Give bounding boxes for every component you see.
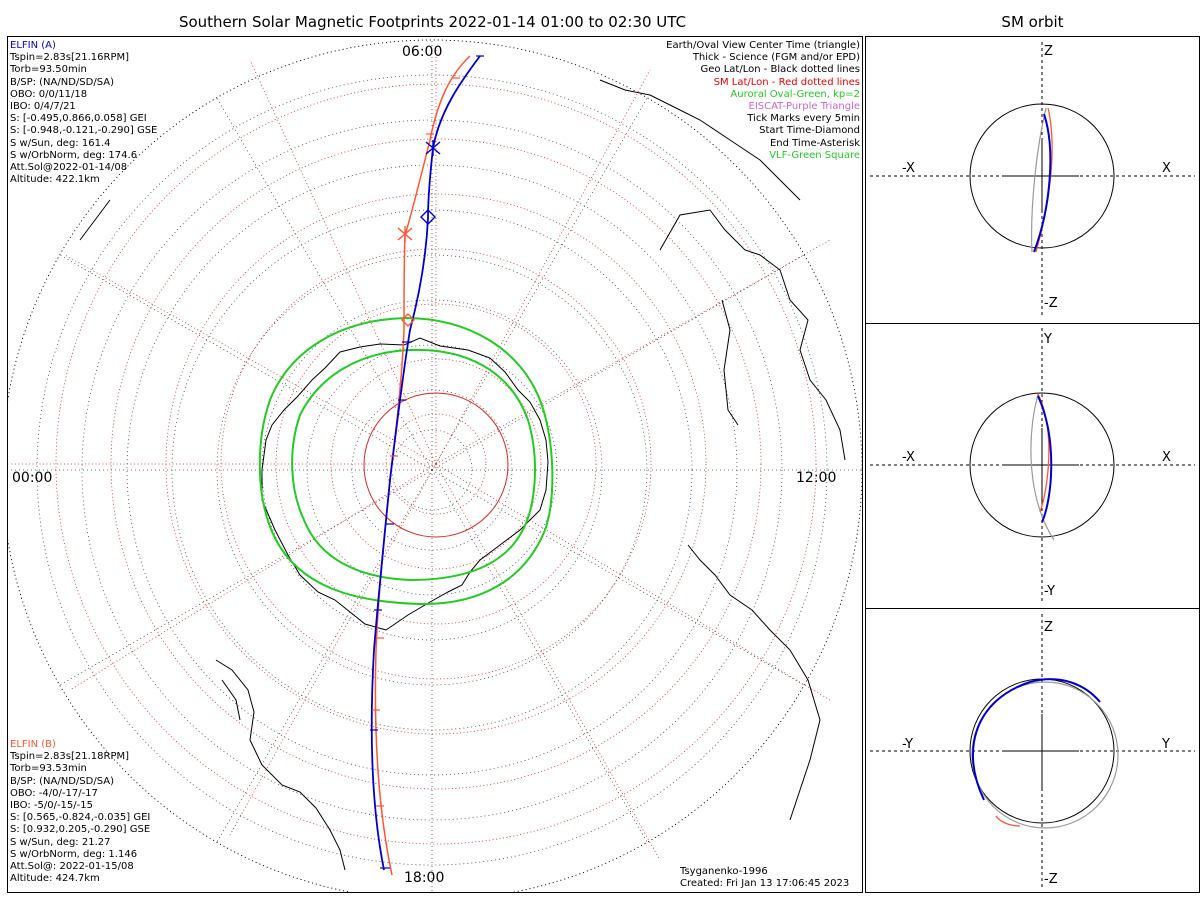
legend-item: Thick - Science (FGM and/or EPD)	[692, 52, 860, 64]
auroral-oval-inner	[291, 348, 536, 582]
plot-title: Southern Solar Magnetic Footprints 2022-…	[178, 13, 687, 31]
elfin-b-line: OBO: -4/0/-17/-17	[10, 787, 98, 799]
panel3-left-label: -Y	[902, 737, 914, 752]
elfin-b-line: B/SP: (NA/ND/SD/SA)	[10, 775, 114, 787]
elfin-b-info: ELFIN (B) Tspin=2.83s[21.18RPM] Torb=93.…	[10, 739, 150, 885]
elfin-a-line: Torb=93.50min	[10, 64, 87, 76]
legend-item: EISCAT-Purple Triangle	[748, 101, 861, 113]
mlt-label-bottom: 18:00	[404, 870, 445, 886]
elfin-a-info: ELFIN (A) Tspin=2.83s[21.16RPM] Torb=93.…	[10, 40, 157, 186]
elfin-a-track	[370, 55, 481, 871]
elfin-a-line: IBO: 0/4/7/21	[10, 101, 76, 113]
elfin-b-line: Torb=93.53min	[10, 763, 87, 775]
mlt-label-left: 00:00	[12, 470, 53, 486]
elfin-a-line: S: [-0.948,-0.121,-0.290] GSE	[10, 125, 158, 137]
elfin-a-line: S w/OrbNorm, deg: 174.6	[10, 149, 138, 161]
elfin-a-start-diamond	[420, 209, 436, 225]
mlt-label-top: 06:00	[402, 44, 443, 60]
elfin-a-line: Altitude: 422.1km	[10, 174, 100, 186]
elfin-b-line: S w/OrbNorm, deg: 1.146	[10, 848, 138, 860]
elfin-a-line: B/SP: (NA/ND/SD/SA)	[10, 76, 114, 88]
elfin-a-line: S: [-0.495,0.866,0.058] GEI	[10, 113, 147, 125]
legend: Earth/Oval View Center Time (triangle) T…	[666, 40, 860, 162]
elfin-a-line: Att.Sol@2022-01-14/08	[10, 162, 128, 174]
orbit-panel-title: SM orbit	[1001, 13, 1064, 31]
elfin-a-name: ELFIN (A)	[10, 40, 56, 51]
credits: Tsyganenko-1996 Created: Fri Jan 13 17:0…	[680, 866, 849, 890]
panel2-right-label: X	[1162, 450, 1171, 465]
elfin-a-line: Tspin=2.83s[21.16RPM]	[10, 52, 130, 64]
australia-coastline	[687, 544, 821, 821]
legend-item: Start Time-Diamond	[759, 125, 860, 137]
panel1-left-label: -X	[902, 161, 915, 176]
geo-longitude-grid	[8, 40, 862, 892]
elfin-b-line: Tspin=2.83s[21.18RPM]	[10, 751, 130, 763]
model-label: Tsyganenko-1996	[680, 866, 768, 877]
panel1-bottom-label: -Z	[1044, 296, 1058, 311]
elfin-a-line: OBO: 0/0/11/18	[10, 88, 88, 100]
panel1-top-label: Z	[1044, 44, 1053, 59]
panel2-top-label: Y	[1044, 332, 1052, 347]
panel2-left-label: -X	[902, 450, 915, 465]
legend-item: End Time-Asterisk	[769, 137, 860, 149]
elfin-b-track	[374, 55, 471, 876]
orbit-diagram-xy	[870, 328, 1195, 604]
elfin-b-line: S: [0.565,-0.824,-0.035] GEI	[10, 812, 151, 824]
auroral-oval-outer	[258, 316, 554, 606]
elfin-b-start-diamond	[401, 313, 415, 327]
legend-item: Geo Lat/Lon - Black dotted lines	[700, 64, 860, 76]
south-america-coastline	[215, 659, 346, 871]
legend-item: VLF-Green Square	[769, 149, 860, 161]
sm-longitude-grid	[10, 45, 831, 861]
orbit-diagram-yz	[870, 614, 1195, 890]
panel3-right-label: Y	[1162, 737, 1170, 752]
footprint-map-panel	[7, 36, 863, 893]
legend-item: Auroral Oval-Green, kp=2	[730, 88, 860, 100]
created-timestamp: Created: Fri Jan 13 17:06:45 2023	[680, 878, 850, 890]
elfin-b-line: Att.Sol@: 2022-01-15/08	[10, 861, 134, 873]
elfin-b-line: S w/Sun, deg: 21.27	[10, 836, 111, 848]
africa-coastline	[659, 209, 846, 461]
panel3-bottom-label: -Z	[1044, 872, 1058, 887]
elfin-b-line: Altitude: 424.7km	[10, 873, 100, 885]
elfin-a-end-asterisk	[425, 140, 441, 156]
legend-item: Earth/Oval View Center Time (triangle)	[666, 40, 860, 51]
track-tick-marks-b	[372, 77, 460, 807]
northern-coastline	[79, 79, 801, 241]
elfin-b-line: S: [0.932,0.205,-0.290] GSE	[10, 824, 151, 836]
track-tick-marks	[370, 55, 484, 869]
elfin-a-line: S w/Sun, deg: 161.4	[10, 137, 111, 149]
elfin-b-end-asterisk	[397, 226, 413, 242]
legend-item: SM Lat/Lon - Red dotted lines	[713, 76, 860, 88]
antarctica-coastline	[261, 337, 549, 631]
orbit-diagram-xz	[870, 42, 1195, 318]
elfin-b-line: IBO: -5/0/-15/-15	[10, 800, 93, 812]
mlt-label-right: 12:00	[796, 470, 837, 486]
panel1-right-label: X	[1162, 161, 1171, 176]
legend-item: Tick Marks every 5min	[747, 113, 860, 125]
elfin-b-name: ELFIN (B)	[10, 739, 56, 750]
panel3-top-label: Z	[1044, 620, 1053, 635]
panel2-bottom-label: -Y	[1044, 584, 1056, 599]
